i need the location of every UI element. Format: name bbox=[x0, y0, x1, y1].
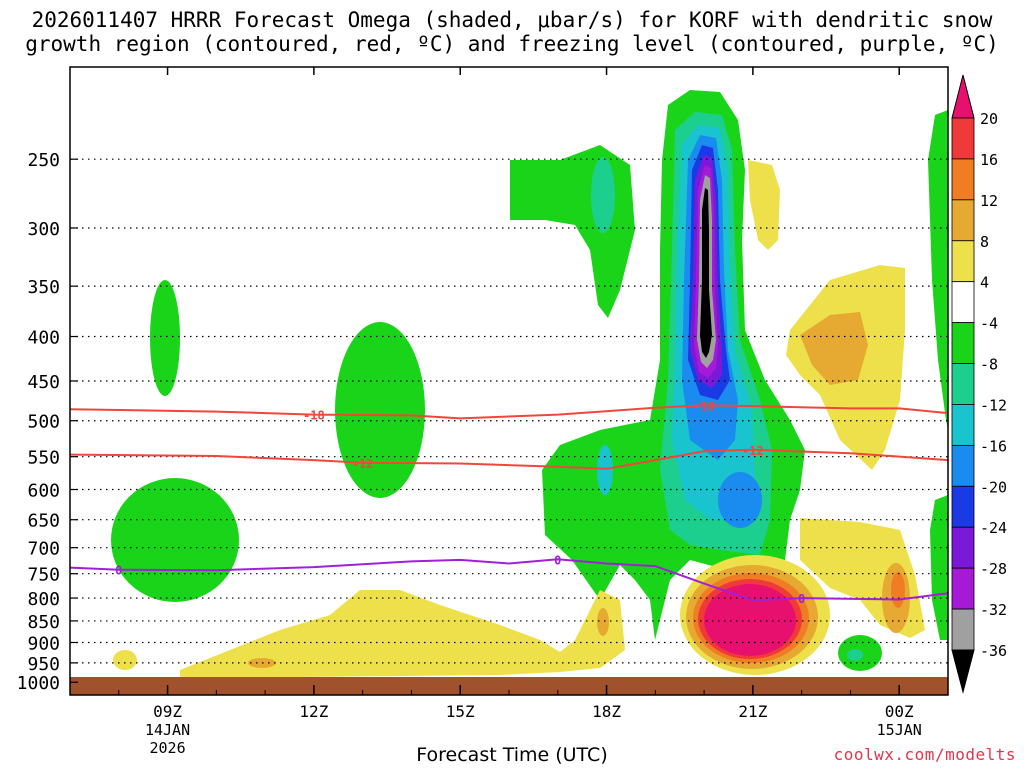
colorbar-swatch bbox=[951, 363, 975, 405]
colorbar-label: -16 bbox=[980, 437, 1007, 455]
ascent-area bbox=[510, 145, 635, 318]
descent-area bbox=[113, 650, 137, 670]
x-tick-label: 00Z bbox=[885, 702, 914, 721]
pressure-gridlines bbox=[70, 158, 948, 664]
chart-title-line2: growth region (contoured, red, ºC) and f… bbox=[25, 32, 999, 56]
y-tick-label: 950 bbox=[27, 654, 60, 675]
omega-shading-layer bbox=[70, 90, 948, 695]
y-tick-label: 750 bbox=[27, 565, 60, 586]
x-axis-label: Forecast Time (UTC) bbox=[416, 744, 608, 766]
colorbar-swatch bbox=[951, 158, 975, 201]
descent-area bbox=[180, 590, 625, 678]
colorbar-swatch bbox=[951, 444, 975, 487]
max-ascent-core bbox=[700, 188, 712, 358]
contour-label: 0 bbox=[115, 564, 122, 578]
colorbar-swatch bbox=[951, 526, 975, 569]
colorbar-swatch bbox=[951, 608, 975, 651]
colorbar-swatch bbox=[951, 485, 975, 528]
colorbar-label: -8 bbox=[980, 356, 998, 374]
colorbar-bottom-arrow bbox=[951, 649, 975, 694]
colorbar-label: 20 bbox=[980, 110, 998, 128]
colorbar-label: -28 bbox=[980, 560, 1007, 578]
colorbar-swatch bbox=[951, 240, 975, 283]
x-tick-label: 21Z bbox=[738, 702, 767, 721]
x-tick-label: 18Z bbox=[592, 702, 621, 721]
contour-label: -18 bbox=[303, 409, 325, 423]
contour-label: 0 bbox=[798, 592, 805, 606]
y-tick-label: 450 bbox=[27, 372, 60, 393]
colorbar-top-arrow bbox=[951, 74, 975, 119]
y-tick-label: 700 bbox=[27, 539, 60, 560]
y-tick-label: 500 bbox=[27, 412, 60, 433]
y-tick-label: 1000 bbox=[17, 673, 60, 694]
descent-area bbox=[748, 160, 780, 250]
y-tick-label: 350 bbox=[27, 277, 60, 298]
chart-title-line1: 2026011407 HRRR Forecast Omega (shaded, … bbox=[31, 8, 993, 32]
ascent-area bbox=[597, 445, 613, 495]
x-tick-label: 15Z bbox=[446, 702, 475, 721]
contour--12 bbox=[69, 448, 949, 470]
contour-label: 0 bbox=[554, 553, 561, 567]
y-tick-label: 600 bbox=[27, 481, 60, 502]
contour-label: -18 bbox=[693, 399, 715, 413]
colorbar-swatch bbox=[951, 281, 975, 324]
descent-area bbox=[891, 572, 905, 608]
y-tick-label: 400 bbox=[27, 328, 60, 349]
contour-0 bbox=[69, 558, 949, 602]
y-tick-label: 850 bbox=[27, 612, 60, 633]
colorbar-swatch bbox=[951, 199, 975, 242]
y-tick-label: 550 bbox=[27, 448, 60, 469]
colorbar-swatch bbox=[951, 322, 975, 364]
ascent-area bbox=[847, 649, 863, 661]
x-tick-date: 15JAN bbox=[877, 721, 922, 739]
omega-colorbar: 20 16 12 8 4 -4 -8 -12 -16 -20 -24 -28 -32 -36 bbox=[951, 74, 1007, 694]
y-tick-label: 300 bbox=[27, 219, 60, 240]
colorbar-label: -4 bbox=[980, 315, 998, 333]
y-tick-label: 250 bbox=[27, 150, 60, 171]
x-tick-date: 14JAN bbox=[145, 721, 190, 739]
colorbar-label: 8 bbox=[980, 233, 989, 251]
ascent-area bbox=[111, 478, 239, 602]
max-descent-core bbox=[704, 584, 796, 656]
colorbar-label: -32 bbox=[980, 601, 1007, 619]
colorbar-label: -24 bbox=[980, 519, 1007, 537]
x-tick-year: 2026 bbox=[149, 739, 185, 757]
colorbar-label: 16 bbox=[980, 151, 998, 169]
y-tick-label: 800 bbox=[27, 589, 60, 610]
y-tick-label: 900 bbox=[27, 633, 60, 654]
contour--18 bbox=[69, 404, 949, 420]
ascent-area bbox=[718, 472, 762, 528]
ascent-area bbox=[150, 280, 180, 396]
axes-layer: 2503003504004505005506006507007508008509… bbox=[17, 66, 949, 757]
contour-label: -12 bbox=[352, 457, 374, 471]
colorbar-label: -20 bbox=[980, 478, 1007, 496]
x-tick-label: 12Z bbox=[299, 702, 328, 721]
colorbar-label: -36 bbox=[980, 642, 1007, 660]
ascent-area bbox=[930, 495, 948, 640]
site-credit: coolwx.com/modelts bbox=[833, 745, 1016, 764]
ascent-area bbox=[591, 157, 615, 233]
colorbar-label: -12 bbox=[980, 396, 1007, 414]
ground-strip bbox=[70, 677, 948, 695]
colorbar-swatch bbox=[951, 404, 975, 446]
contour-lines: -18 -18 -12 -12 0 0 0 bbox=[69, 399, 949, 606]
contour-label: -12 bbox=[742, 444, 764, 458]
x-tick-label: 09Z bbox=[153, 702, 182, 721]
colorbar-swatch bbox=[951, 117, 975, 160]
ascent-area bbox=[335, 322, 425, 498]
descent-area bbox=[597, 608, 609, 636]
descent-area bbox=[800, 312, 868, 385]
colorbar-label: 12 bbox=[980, 192, 998, 210]
ascent-area bbox=[928, 110, 948, 430]
colorbar-swatch bbox=[951, 567, 975, 610]
y-tick-label: 650 bbox=[27, 511, 60, 532]
colorbar-label: 4 bbox=[980, 274, 989, 292]
